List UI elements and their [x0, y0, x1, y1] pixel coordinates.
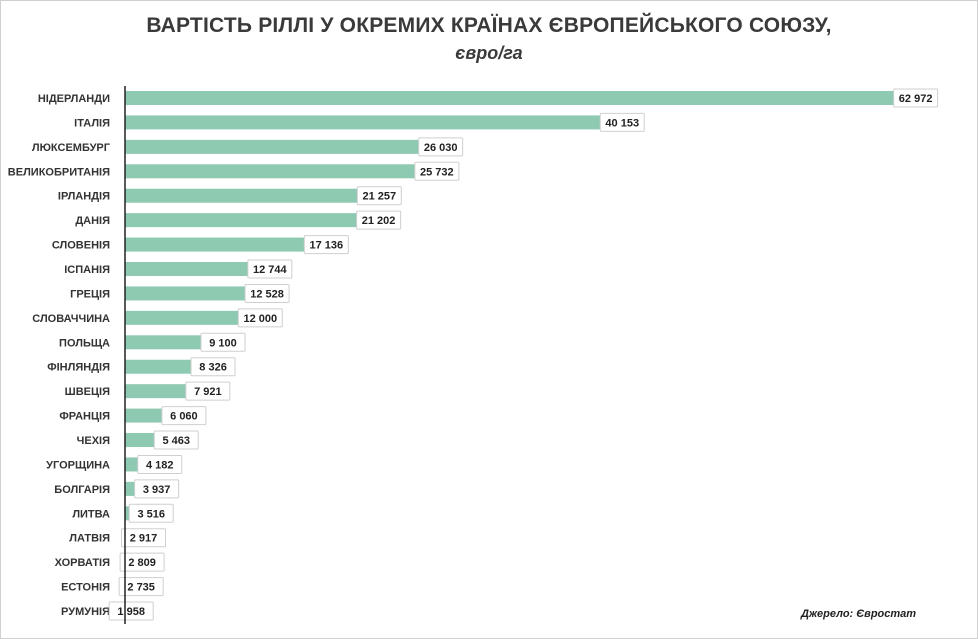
data-label: 25 732	[420, 166, 454, 178]
data-label-box	[599, 112, 645, 132]
bar	[125, 115, 642, 130]
data-label: 5 463	[162, 435, 190, 447]
data-label-box	[190, 357, 236, 377]
category-label: ФІНЛЯНДІЯ	[47, 362, 110, 374]
data-label: 62 972	[899, 93, 933, 105]
data-label-box	[356, 186, 402, 206]
data-label: 2 735	[127, 582, 155, 594]
data-label: 21 202	[362, 215, 396, 227]
category-label: УГОРЩИНА	[46, 459, 110, 471]
category-label: ГРЕЦІЯ	[70, 288, 110, 300]
data-label-box	[418, 137, 464, 157]
data-label: 2 917	[130, 533, 158, 545]
chart-subtitle: євро/га	[455, 43, 523, 63]
data-label: 21 257	[362, 191, 396, 203]
category-label: ЕСТОНІЯ	[61, 582, 110, 594]
chart-title: ВАРТІСТЬ РІЛЛІ У ОКРЕМИХ КРАЇНАХ ЄВРОПЕЙ…	[146, 14, 832, 37]
data-label: 9 100	[209, 337, 237, 349]
data-label: 12 528	[250, 288, 284, 300]
category-label: ІТАЛІЯ	[74, 117, 110, 129]
data-label-box	[414, 161, 460, 181]
data-label-box	[356, 210, 402, 230]
category-label: ШВЕЦІЯ	[65, 386, 110, 398]
data-label: 40 153	[605, 117, 639, 129]
category-label: СЛОВАЧЧИНА	[32, 313, 110, 325]
category-label: БОЛГАРІЯ	[54, 484, 110, 496]
data-label: 2 809	[128, 557, 156, 569]
category-label: ПОЛЬЩА	[59, 337, 110, 349]
category-label: ЛИТВА	[72, 508, 110, 520]
data-label: 4 182	[146, 459, 174, 471]
bar	[125, 188, 399, 203]
category-label: ЧЕХІЯ	[77, 435, 110, 447]
data-label: 17 136	[309, 240, 343, 252]
bar	[125, 237, 346, 252]
category-label: ВЕЛИКОБРИТАНІЯ	[8, 166, 110, 178]
data-label-box	[200, 332, 246, 352]
category-label: НІДЕРЛАНДИ	[38, 93, 110, 105]
data-label-box	[247, 259, 293, 279]
data-label-box	[303, 235, 349, 255]
data-label-box	[137, 454, 183, 474]
category-label: ЛЮКСЕМБУРГ	[32, 142, 111, 154]
data-label-box	[128, 503, 174, 523]
bar	[125, 91, 935, 105]
category-label: ФРАНЦІЯ	[59, 411, 110, 423]
data-label-box	[237, 308, 283, 328]
data-label-box	[153, 430, 199, 450]
category-label: ІСПАНІЯ	[64, 264, 110, 276]
category-label: РУМУНІЯ	[61, 606, 110, 618]
data-label: 6 060	[170, 411, 198, 423]
data-label: 12 744	[253, 264, 288, 276]
data-label-box	[893, 88, 939, 108]
source-note: Джерело: Євростат	[801, 608, 917, 620]
data-label-box	[161, 406, 207, 426]
data-label-box	[185, 381, 231, 401]
data-label-box	[134, 479, 180, 499]
category-label: СЛОВЕНІЯ	[52, 240, 110, 252]
data-label: 3 937	[143, 484, 171, 496]
data-label: 3 516	[137, 508, 165, 520]
data-label: 7 921	[194, 386, 222, 398]
data-label-box	[244, 283, 290, 303]
data-label: 8 326	[199, 362, 227, 374]
data-label-box	[119, 552, 165, 572]
bar	[125, 164, 456, 179]
data-label-box	[118, 577, 164, 597]
category-label: ІРЛАНДІЯ	[58, 191, 110, 203]
data-label-box	[121, 528, 167, 548]
data-label-box	[108, 601, 154, 621]
category-label: ЛАТВІЯ	[69, 533, 110, 545]
bar	[125, 139, 460, 154]
data-label: 1 958	[117, 606, 145, 618]
bar	[125, 213, 398, 228]
category-label: ХОРВАТІЯ	[55, 557, 111, 569]
data-label: 26 030	[424, 142, 458, 154]
data-label: 12 000	[243, 313, 277, 325]
category-label: ДАНІЯ	[75, 215, 110, 227]
